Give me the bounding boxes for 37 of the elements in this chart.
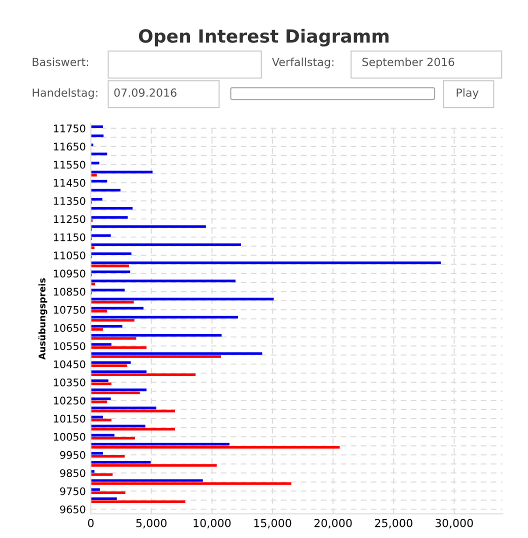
y-tick-label: 11750 bbox=[54, 124, 86, 132]
y-tick-label: 11050 bbox=[54, 251, 86, 260]
text: Handelstag: bbox=[32, 88, 98, 99]
x-tick-label: 25,000 bbox=[375, 518, 412, 528]
y-tick-label: 10450 bbox=[54, 360, 86, 368]
x-tick-label: 5,000 bbox=[136, 518, 167, 528]
y-tick-label: 10350 bbox=[54, 378, 86, 386]
y-tick-label: 10550 bbox=[54, 342, 86, 350]
y-tick-label: 9650 bbox=[60, 505, 86, 514]
text: September 2016 bbox=[362, 58, 454, 68]
y-axis-title: Ausübungspreis bbox=[38, 278, 48, 360]
y-tick-label: 9850 bbox=[60, 469, 86, 478]
y-tick-label: 10850 bbox=[54, 288, 86, 296]
x-tick-label: 10,000 bbox=[194, 518, 231, 528]
y-tick-label: 10050 bbox=[54, 432, 86, 441]
y-tick-label: 10750 bbox=[54, 306, 86, 314]
y-tick-label: 11650 bbox=[54, 142, 86, 151]
y-tick-label: 9950 bbox=[60, 451, 86, 459]
y-tick-label: 11250 bbox=[54, 215, 86, 224]
text: 07.09.2016 bbox=[114, 88, 176, 97]
y-tick-label: 10650 bbox=[54, 324, 86, 332]
x-tick-label: 30,000 bbox=[436, 518, 473, 528]
x-tick-label: 0 bbox=[88, 518, 94, 528]
y-tick-label: 11450 bbox=[54, 178, 86, 187]
y-tick-label: 9750 bbox=[60, 487, 86, 496]
x-tick-label: 20,000 bbox=[314, 518, 352, 528]
x-tick-label: 15,000 bbox=[254, 518, 292, 528]
y-tick-label: 11550 bbox=[54, 160, 86, 169]
y-tick-label: 11350 bbox=[54, 197, 86, 205]
chart-title: Open Interest Diagramm bbox=[138, 28, 389, 46]
y-tick-label: 10250 bbox=[54, 396, 86, 405]
y-tick-label: 10150 bbox=[54, 414, 86, 423]
y-tick-label: 11150 bbox=[54, 233, 86, 242]
text: Play bbox=[456, 88, 479, 99]
y-tick-label: 10950 bbox=[54, 270, 86, 278]
text: Verfallstag: bbox=[272, 58, 334, 68]
text: Basiswert: bbox=[32, 58, 88, 66]
